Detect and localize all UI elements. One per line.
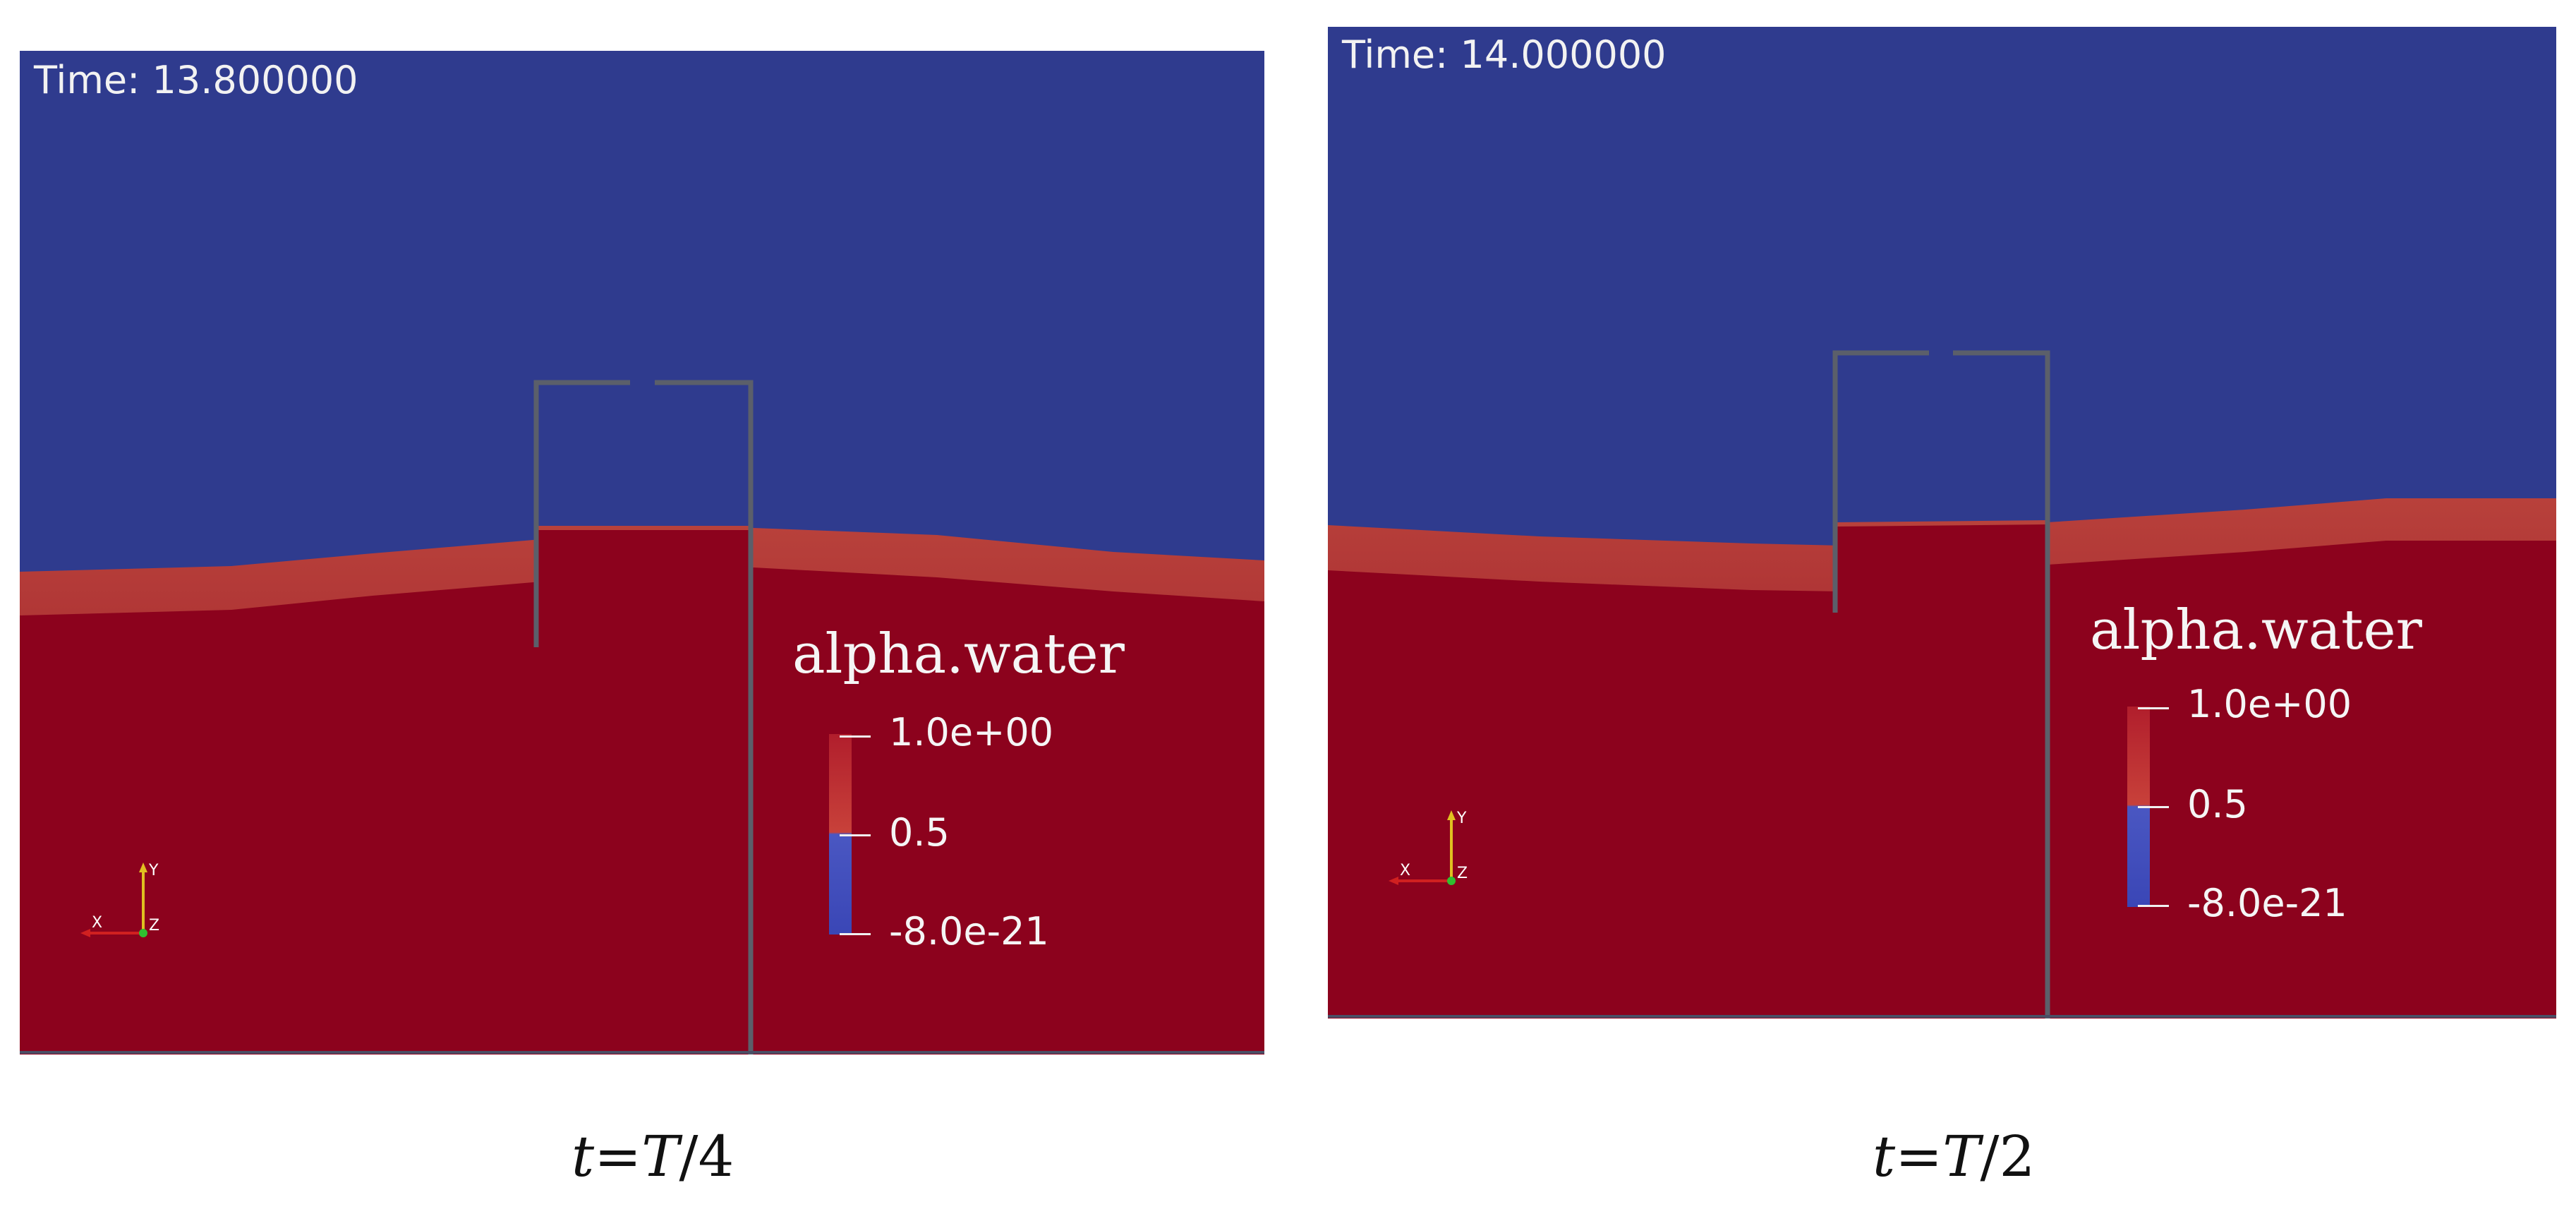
orientation-axes-icon: Y X Z: [1389, 810, 1468, 885]
colorbar-title: alpha.water: [792, 623, 1125, 686]
time-label: Time: 13.800000: [34, 58, 358, 102]
colorbar-tick-min: [2138, 905, 2169, 907]
orientation-axes-icon: Y X Z: [80, 862, 159, 937]
colorbar-label-min: -8.0e-21: [2187, 881, 2347, 925]
simulation-panel-right: Time: 14.000000 alpha.water 1.0e+00 0.5 …: [1328, 27, 2556, 1018]
axis-z-label: Z: [149, 917, 159, 934]
caption-eq: =: [594, 1124, 642, 1189]
axis-z-label: Z: [1457, 865, 1468, 882]
caption-rhs: T: [641, 1124, 679, 1189]
axis-x-label: X: [1400, 862, 1410, 879]
water-field-right: [1328, 27, 2556, 1018]
time-label: Time: 14.000000: [1342, 32, 1667, 77]
colorbar-label-max: 1.0e+00: [2187, 682, 2352, 726]
owc-chamber-right: [1832, 350, 2050, 1018]
water-field-left: [20, 51, 1264, 1054]
simulation-panel-left: Time: 13.800000 alpha.water 1.0e+00 0.5 …: [20, 51, 1264, 1054]
colorbar-tick-min: [840, 933, 871, 935]
axis-y-label: Y: [1456, 810, 1467, 827]
caption-eq: =: [1895, 1124, 1943, 1189]
caption-right: t=T/2: [1873, 1124, 2035, 1189]
caption-den: /4: [679, 1124, 734, 1189]
axis-y-label: Y: [148, 862, 159, 879]
caption-var: t: [572, 1124, 595, 1189]
colorbar-label-mid: 0.5: [2187, 782, 2248, 827]
caption-var: t: [1873, 1124, 1896, 1189]
colorbar-title: alpha.water: [2090, 599, 2422, 662]
owc-chamber-left: [533, 380, 754, 1054]
colorbar-tick-mid: [2138, 806, 2169, 808]
colorbar-tick-max: [840, 735, 871, 738]
colorbar-label-mid: 0.5: [889, 810, 950, 855]
caption-left: t=T/4: [572, 1124, 734, 1189]
colorbar-label-max: 1.0e+00: [889, 710, 1054, 755]
colorbar-label-min: -8.0e-21: [889, 909, 1049, 954]
colorbar-tick-max: [2138, 707, 2169, 709]
caption-rhs: T: [1942, 1124, 1981, 1189]
axis-x-label: X: [92, 914, 102, 932]
caption-den: /2: [1980, 1124, 2036, 1189]
colorbar-tick-mid: [840, 834, 871, 836]
